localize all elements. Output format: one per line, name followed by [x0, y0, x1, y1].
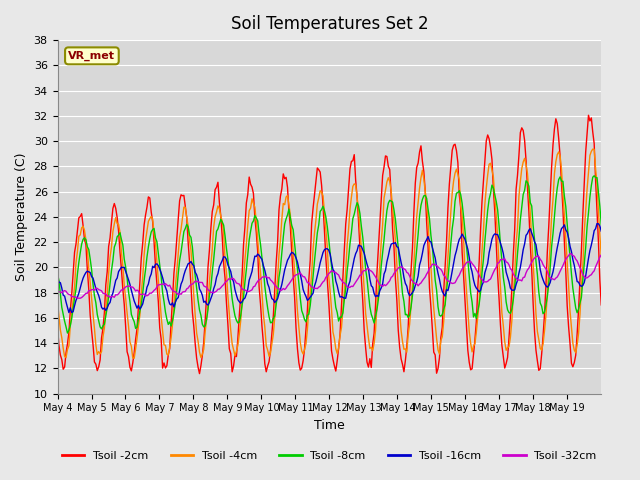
X-axis label: Time: Time	[314, 419, 345, 432]
Title: Soil Temperatures Set 2: Soil Temperatures Set 2	[230, 15, 428, 33]
Legend: Tsoil -2cm, Tsoil -4cm, Tsoil -8cm, Tsoil -16cm, Tsoil -32cm: Tsoil -2cm, Tsoil -4cm, Tsoil -8cm, Tsoi…	[58, 447, 601, 466]
Y-axis label: Soil Temperature (C): Soil Temperature (C)	[15, 153, 28, 281]
Text: VR_met: VR_met	[68, 51, 115, 61]
